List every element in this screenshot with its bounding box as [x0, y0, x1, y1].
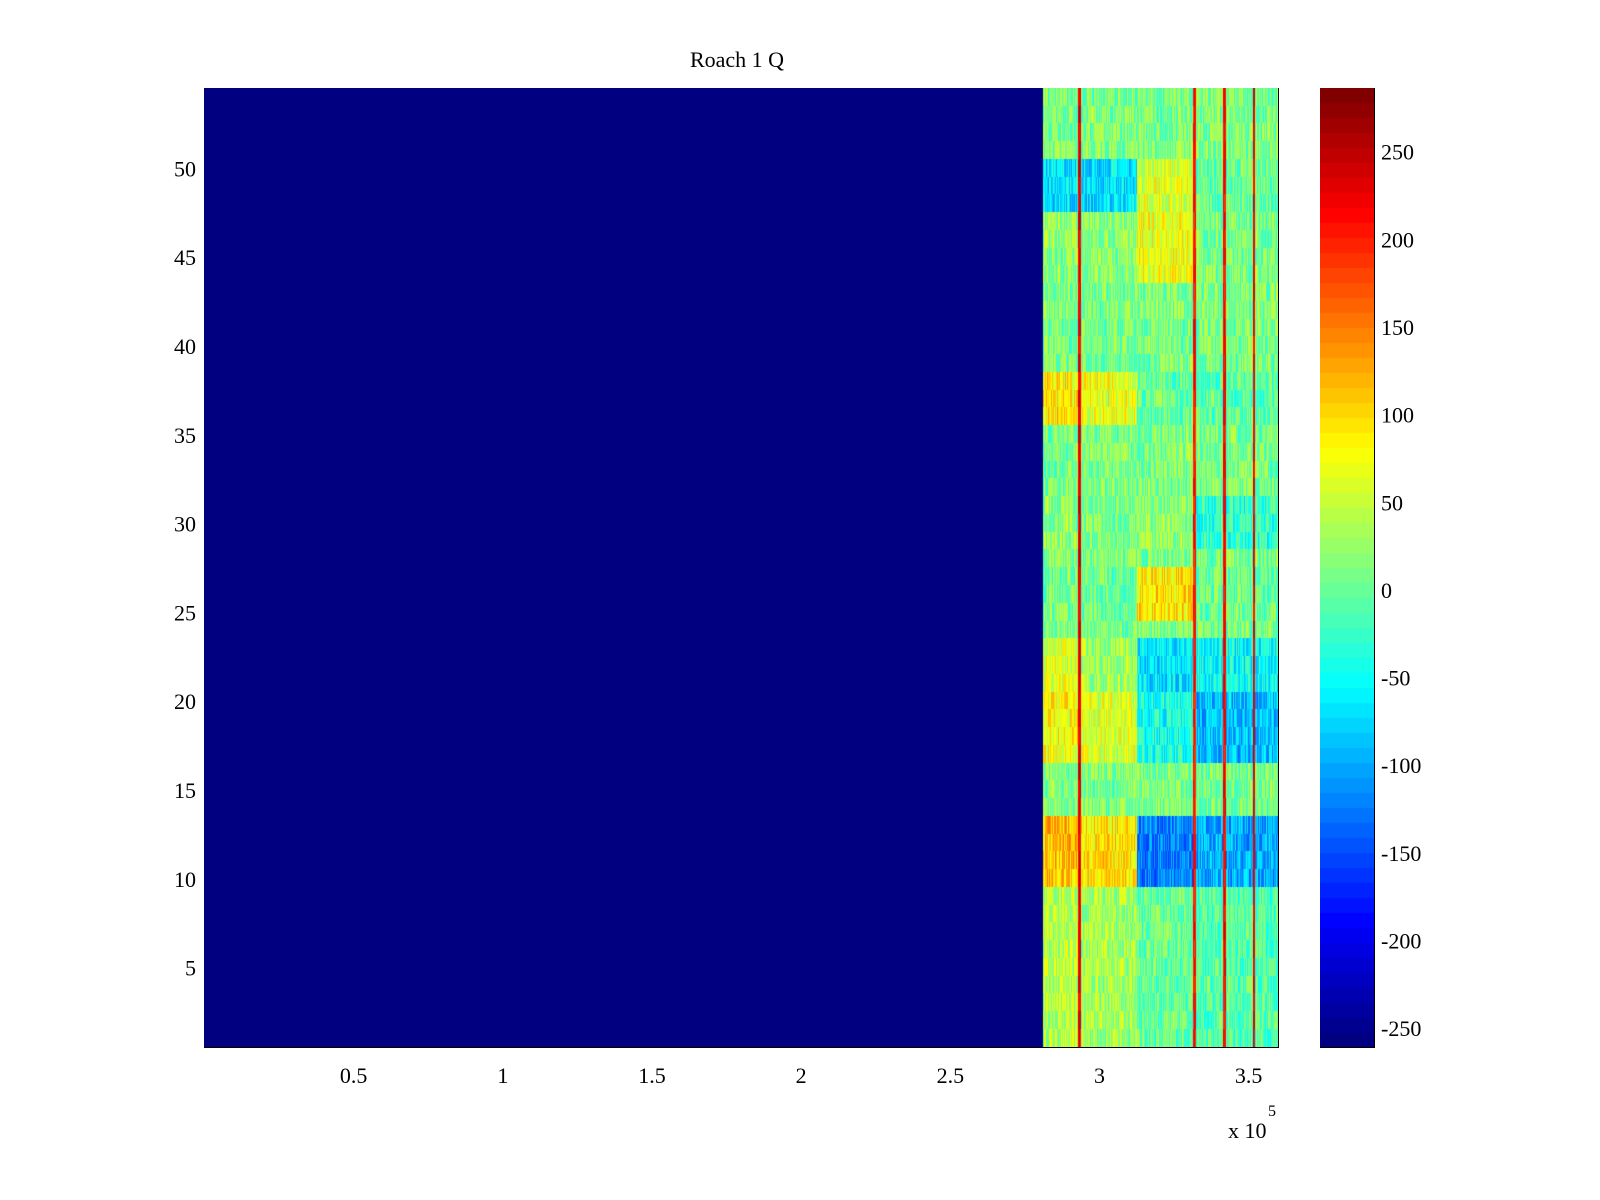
- colorbar-tick-label: 250: [1381, 140, 1414, 165]
- y-tick-label: 35: [174, 423, 196, 448]
- colorbar-tick-label: -200: [1381, 929, 1421, 954]
- y-tick-label: 50: [174, 156, 196, 181]
- colorbar-tick-label: 100: [1381, 403, 1414, 428]
- colorbar: [1320, 88, 1374, 1047]
- chart-title: Roach 1 Q: [690, 47, 784, 72]
- y-tick-label: 40: [174, 334, 196, 359]
- y-tick-label: 15: [174, 778, 196, 803]
- y-tick-label: 5: [185, 956, 196, 981]
- x-tick-label: 1: [497, 1063, 508, 1088]
- y-tick-label: 30: [174, 512, 196, 537]
- x-tick-label: 1.5: [638, 1063, 666, 1088]
- x-tick-label: 2: [796, 1063, 807, 1088]
- y-tick-label: 10: [174, 867, 196, 892]
- colorbar-tick-label: -50: [1381, 666, 1410, 691]
- x-tick-label: 0.5: [340, 1063, 368, 1088]
- colorbar-ticks: -250 -200 -150 -100 -50 0 50 100 150 200 250: [1320, 140, 1421, 1041]
- colorbar-tick-label: 150: [1381, 315, 1414, 340]
- x-exponent-label: x 10: [1228, 1118, 1267, 1143]
- y-tick-label: 25: [174, 600, 196, 625]
- colorbar-tick-label: -150: [1381, 841, 1421, 866]
- x-tick-label: 3: [1094, 1063, 1105, 1088]
- colorbar-tick-label: -100: [1381, 753, 1421, 778]
- y-tick-label: 20: [174, 689, 196, 714]
- y-tick-label: 45: [174, 245, 196, 270]
- heatmap-image: [204, 88, 1278, 1047]
- axes-ticks: 0.5 1 1.5 2 2.5 3 3.5 5 10 15 20 25 30 35 40 45 50: [174, 88, 1278, 1088]
- x-exponent-power: 5: [1268, 1103, 1276, 1120]
- x-tick-label: 2.5: [937, 1063, 965, 1088]
- colorbar-tick-label: 0: [1381, 578, 1392, 603]
- colorbar-tick-label: -250: [1381, 1016, 1421, 1041]
- x-tick-label: 3.5: [1235, 1063, 1263, 1088]
- colorbar-tick-label: 50: [1381, 490, 1403, 515]
- colorbar-tick-label: 200: [1381, 227, 1414, 252]
